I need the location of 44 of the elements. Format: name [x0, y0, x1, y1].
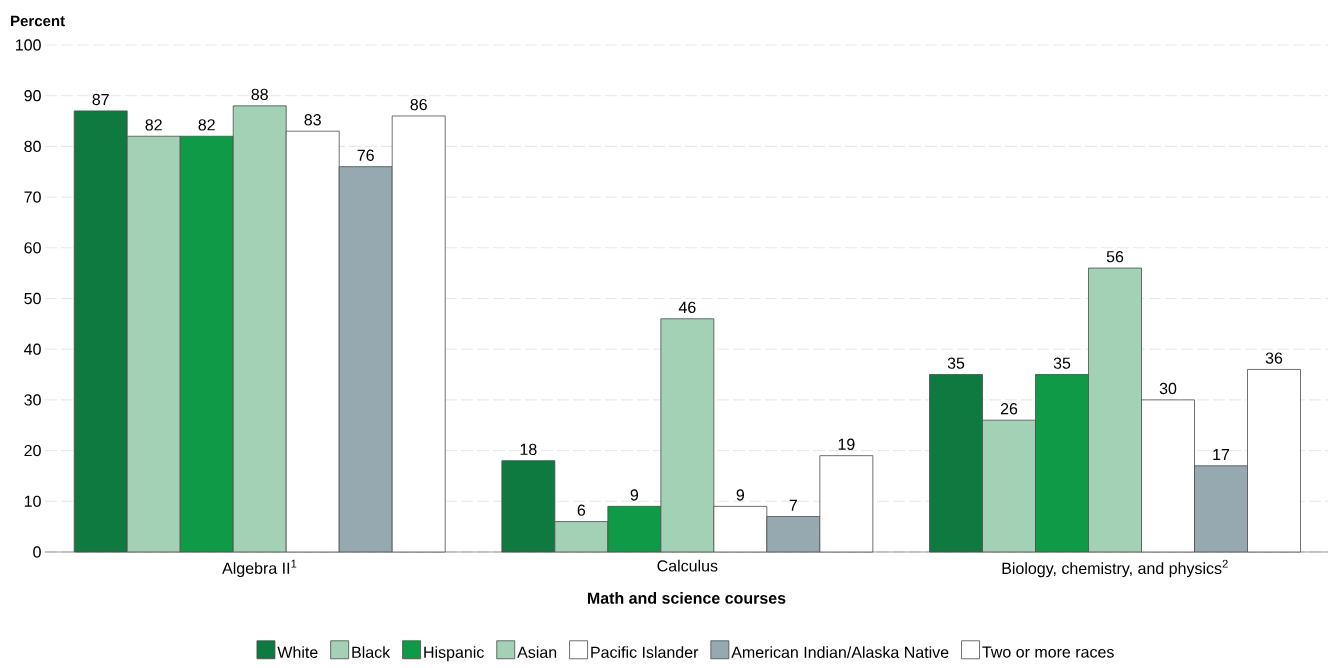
legend-label: Black	[352, 646, 391, 658]
y-tick-label: 90	[24, 90, 41, 102]
data-label: 36	[1265, 352, 1283, 364]
legend-label: Pacific Islander	[591, 646, 699, 658]
data-label: 18	[520, 443, 537, 455]
data-label: 86	[410, 98, 427, 111]
data-label: 82	[198, 119, 215, 131]
y-tick-label: 70	[24, 191, 41, 203]
y-tick-label: 0	[33, 546, 41, 558]
data-label: 17	[1213, 449, 1230, 461]
data-label: 7	[789, 499, 797, 511]
data-label: 35	[1053, 357, 1071, 369]
data-label: 26	[1000, 403, 1018, 415]
data-label: 9	[736, 489, 745, 501]
data-label: 83	[304, 114, 321, 126]
y-tick-label: 100	[16, 39, 41, 51]
data-label: 82	[145, 119, 162, 131]
y-tick-label: 80	[24, 140, 41, 153]
data-label: 9	[630, 489, 639, 501]
y-tick-label: 60	[24, 242, 41, 254]
data-label: 46	[678, 301, 696, 314]
data-label: 30	[1159, 382, 1177, 395]
x-tick-label: Calculus	[657, 559, 718, 572]
legend-label: White	[277, 646, 318, 658]
y-tick-label: 20	[24, 444, 41, 457]
legend-label: American Indian/Alaska Native	[731, 646, 949, 658]
legend-label: Hispanic	[424, 646, 484, 662]
data-label: 6	[577, 504, 586, 516]
legend-label: Asian	[517, 646, 557, 658]
y-tick-label: 40	[24, 343, 41, 355]
y-tick-label: 10	[24, 495, 41, 507]
y-axis-title: Percent	[11, 15, 65, 27]
x-tick-label: Biology, chemistry, and physics$^{2}$	[1002, 559, 1228, 578]
x-tick-label: Algebra II$^{1}$	[222, 559, 297, 578]
x-axis-title: Math and science courses	[587, 592, 786, 604]
y-tick-label: 30	[24, 394, 41, 406]
y-tick-label: 50	[24, 292, 41, 305]
data-label: 76	[357, 149, 374, 161]
data-label: 88	[251, 88, 268, 101]
data-label: 87	[92, 93, 109, 106]
data-label: 35	[947, 357, 965, 369]
data-label: 56	[1106, 251, 1124, 263]
legend-label: Two or more races	[982, 646, 1114, 658]
data-label: 19	[838, 438, 855, 450]
